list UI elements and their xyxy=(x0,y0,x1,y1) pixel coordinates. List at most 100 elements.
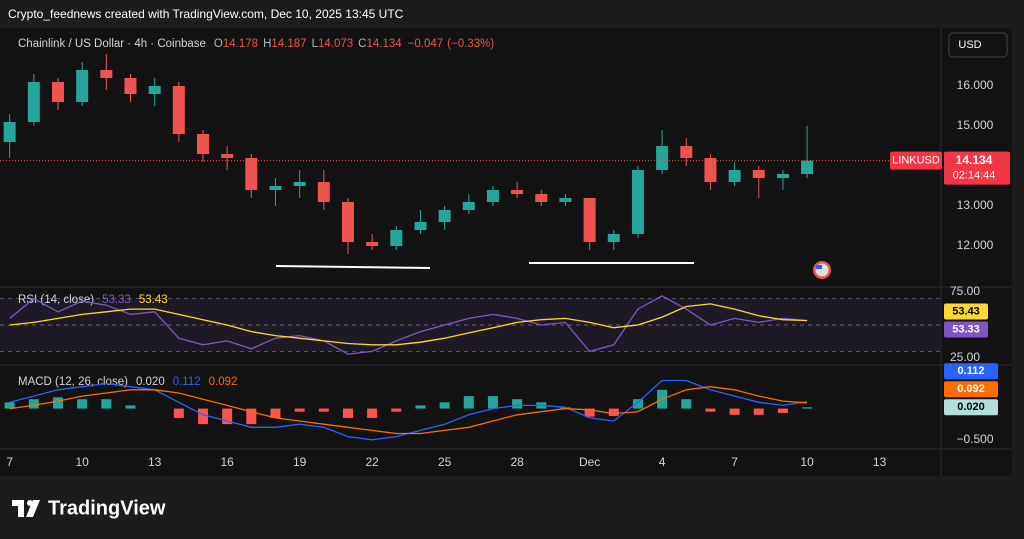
candle-body xyxy=(196,134,209,154)
candle-body xyxy=(293,182,306,186)
x-tick-label: 4 xyxy=(659,455,666,469)
legend: Chainlink / US Dollar · 4h · Coinbase O14… xyxy=(18,38,494,50)
countdown-label: 02:14:44 xyxy=(953,170,996,182)
candle-body xyxy=(776,174,789,178)
value-tag-label: 0.092 xyxy=(957,383,985,395)
candle-body xyxy=(511,190,524,194)
y-tick-label: 12.000 xyxy=(957,238,994,252)
histogram-bar xyxy=(4,402,15,409)
histogram-bar xyxy=(52,397,63,409)
histogram-bar xyxy=(270,408,281,418)
candle-body xyxy=(100,70,113,78)
candle-body xyxy=(27,82,40,122)
x-tick-label: 16 xyxy=(220,455,234,469)
indicator-line xyxy=(9,386,808,435)
legend: RSI (14, close) 53.33 53.43 xyxy=(18,294,168,306)
ohlc-value: 14.187 xyxy=(271,38,306,50)
candle-body xyxy=(728,170,741,182)
ohlc-value: 14.073 xyxy=(318,38,353,50)
histogram-bar xyxy=(512,399,523,409)
logo-shape xyxy=(26,500,40,517)
histogram-bar xyxy=(294,408,305,412)
histogram-bar xyxy=(125,405,136,409)
candle-body xyxy=(341,202,354,242)
y-tick-label: 13.000 xyxy=(957,198,994,212)
candle-body xyxy=(414,222,427,230)
candle-body xyxy=(462,202,475,210)
candle-body xyxy=(124,78,137,94)
brand: TradingView xyxy=(48,497,166,519)
histogram-bar xyxy=(802,407,813,409)
legend-value: 0.020 xyxy=(136,376,165,388)
histogram-bar xyxy=(681,399,692,409)
x-tick-label: 28 xyxy=(510,455,524,469)
value-tag-label: 53.43 xyxy=(952,305,980,317)
value-tag-label: 0.112 xyxy=(958,365,985,377)
candle-body xyxy=(269,186,282,190)
x-tick-label: 7 xyxy=(731,455,738,469)
x-tick-label: 10 xyxy=(800,455,814,469)
candle-body xyxy=(486,190,499,202)
ohlc-key: H xyxy=(263,38,271,50)
candle-body xyxy=(607,234,620,242)
drawn-support-line xyxy=(275,265,431,269)
histogram-bar xyxy=(608,408,619,417)
value-tag xyxy=(944,321,988,338)
value-tag xyxy=(944,303,988,320)
currency[interactable]: USD xyxy=(958,39,981,51)
symbol-label: LINKUSD xyxy=(892,155,940,167)
histogram-bar xyxy=(753,408,764,415)
candle-body xyxy=(438,210,451,222)
candle-body xyxy=(3,122,16,142)
price-label: 14.134 xyxy=(956,153,993,167)
currency-button[interactable] xyxy=(948,32,1008,58)
histogram-bar xyxy=(777,408,788,413)
histogram-bar xyxy=(318,408,329,412)
candle-body xyxy=(366,242,379,246)
histogram-bar xyxy=(367,408,378,418)
histogram-bar xyxy=(197,408,208,425)
candle-body xyxy=(583,198,596,242)
candle-body xyxy=(704,158,717,182)
ohlc-key: L xyxy=(312,38,319,50)
value-tag xyxy=(944,381,998,398)
indicator-line xyxy=(9,303,808,346)
histogram-bar xyxy=(632,399,643,409)
histogram-bar xyxy=(173,408,184,418)
value-tag xyxy=(944,363,998,380)
ohlc-key: O xyxy=(214,38,223,50)
candle-body xyxy=(559,198,572,202)
rsi-band xyxy=(0,298,940,352)
histogram-bar xyxy=(729,408,740,415)
candle-body xyxy=(631,170,644,234)
histogram-bar xyxy=(101,399,112,409)
candle-body xyxy=(752,170,765,178)
ohlc-value: 14.178 xyxy=(223,38,258,50)
histogram-bar xyxy=(246,408,257,425)
candle-body xyxy=(172,86,185,134)
legend-title: Chainlink / US Dollar · 4h · Coinbase xyxy=(18,38,206,50)
candle-body xyxy=(245,158,258,190)
candle-body xyxy=(801,160,814,174)
x-tick-label: 10 xyxy=(75,455,89,469)
y-tick-label: 16.000 xyxy=(957,78,994,92)
candle-body xyxy=(51,82,64,102)
candle-body xyxy=(535,194,548,202)
histogram-bar xyxy=(222,408,233,425)
y-tick-label: −0.500 xyxy=(956,432,993,446)
candle-body xyxy=(221,154,234,158)
symbol-tag xyxy=(890,151,942,170)
histogram-bar xyxy=(584,408,595,417)
legend-value: 0.112 xyxy=(173,376,201,388)
candle-body xyxy=(680,146,693,158)
logo-shape xyxy=(18,500,24,517)
y-tick-label: 15.000 xyxy=(957,118,994,132)
legend-title: RSI (14, close) xyxy=(18,294,94,306)
event-icon[interactable] xyxy=(813,261,831,279)
histogram-bar xyxy=(705,408,716,412)
candle-body xyxy=(76,70,89,102)
header: Crypto_feednews created with TradingView… xyxy=(8,7,404,21)
x-tick-label: 13 xyxy=(873,455,887,469)
x-tick-label: 13 xyxy=(148,455,162,469)
